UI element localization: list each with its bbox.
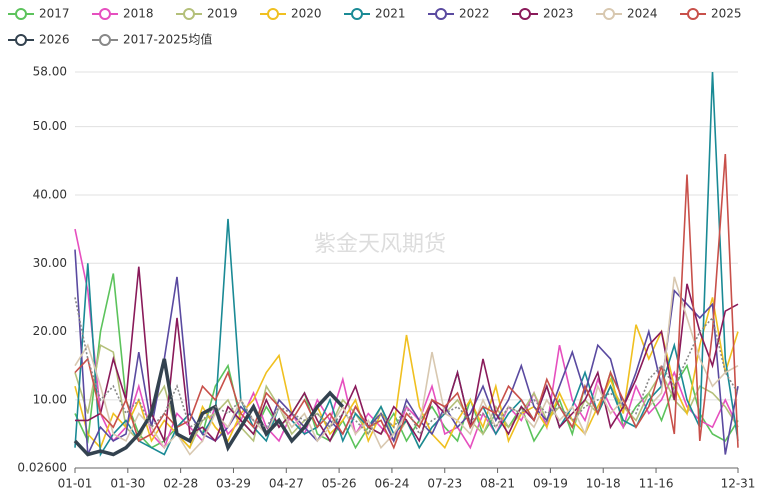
x-tick-label: 05-26 — [322, 477, 357, 491]
legend-label: 2017-2025均值 — [123, 32, 212, 47]
x-tick-label: 07-23 — [427, 477, 462, 491]
series-line — [75, 266, 739, 444]
legend-label: 2018 — [123, 7, 154, 21]
legend-label: 2017 — [39, 7, 70, 21]
x-tick-label: 09-19 — [533, 477, 568, 491]
y-tick-label: 50.00 — [33, 119, 67, 133]
legend-marker — [15, 8, 27, 20]
legend-marker — [15, 34, 27, 46]
series-line — [74, 297, 739, 450]
legend-label: 2020 — [291, 7, 322, 21]
legend-label: 2021 — [375, 7, 406, 21]
x-tick-label: 06-24 — [374, 477, 409, 491]
y-tick-label: 10.00 — [33, 392, 67, 406]
x-tick-label: 11-16 — [639, 477, 674, 491]
legend-marker — [519, 8, 531, 20]
x-tick-label: 12-31 — [721, 477, 756, 491]
legend-marker — [183, 8, 195, 20]
x-tick-label: 01-30 — [110, 477, 145, 491]
x-tick-label: 04-27 — [269, 477, 304, 491]
y-tick-label: 20.00 — [33, 324, 67, 338]
legend-label: 2019 — [207, 7, 238, 21]
series-line — [73, 358, 345, 457]
series-line — [74, 153, 739, 450]
y-tick-label: 40.00 — [33, 187, 67, 201]
legend-label: 2023 — [543, 7, 574, 21]
y-tick-label: 58.00 — [33, 65, 67, 79]
x-tick-label: 08-21 — [480, 477, 515, 491]
x-tick-label: 10-18 — [586, 477, 621, 491]
x-tick-label: 01-01 — [58, 477, 93, 491]
legend-marker — [351, 8, 363, 20]
legend-marker — [435, 8, 447, 20]
y-tick-label: 30.00 — [33, 256, 67, 270]
y-tick-label: 0.02600 — [17, 461, 67, 475]
legend-marker — [267, 8, 279, 20]
legend-marker — [99, 34, 111, 46]
legend-label: 2026 — [39, 33, 70, 47]
legend-label: 2025 — [711, 7, 742, 21]
legend-marker — [99, 8, 111, 20]
watermark: 紫金天风期货 — [314, 232, 446, 257]
series-line — [74, 297, 739, 436]
x-tick-label: 02-28 — [163, 477, 198, 491]
legend-marker — [603, 8, 615, 20]
legend-label: 2022 — [459, 7, 490, 21]
x-tick-label: 03-29 — [216, 477, 251, 491]
legend-marker — [687, 8, 699, 20]
legend-label: 2024 — [627, 7, 658, 21]
series-line — [74, 249, 739, 455]
